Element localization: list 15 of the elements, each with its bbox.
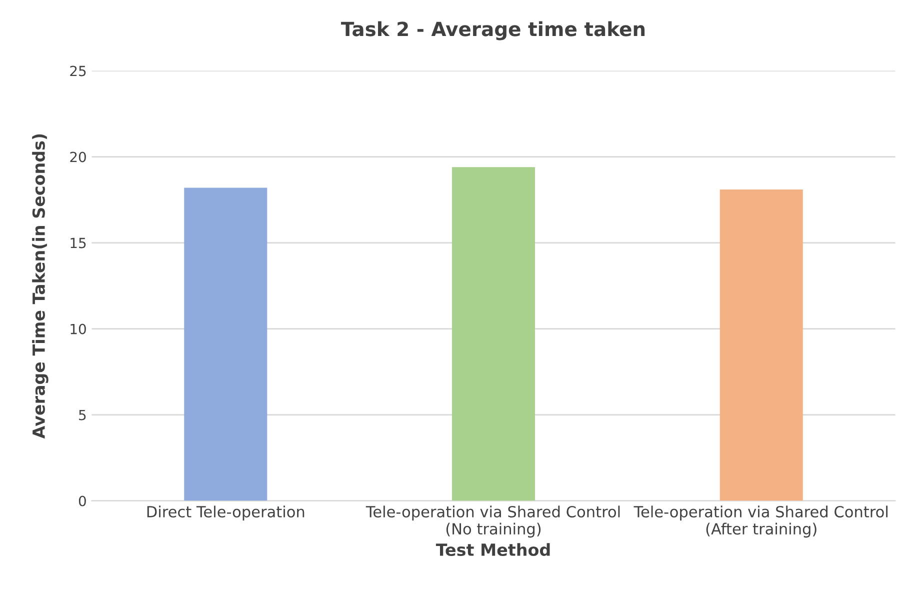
x-tick-label: Tele-operation via Shared Control (No training)	[366, 506, 620, 538]
y-tick-label: 15	[70, 238, 86, 248]
x-axis-title: Test Method	[436, 543, 550, 556]
bar	[184, 188, 268, 501]
x-tick-label: Direct Tele-operation	[147, 506, 304, 520]
bar	[452, 167, 536, 501]
y-tick-label: 20	[70, 152, 86, 162]
bar	[720, 189, 803, 501]
x-tick-label: Tele-operation via Shared Control (After training)	[634, 506, 888, 538]
y-tick-label: 5	[79, 410, 86, 420]
chart-title: Task 2 - Average time taken	[341, 21, 645, 40]
y-axis-title: Average Time Taken(in Seconds)	[32, 134, 48, 439]
y-tick-label: 0	[78, 496, 86, 506]
y-tick-label: 25	[70, 66, 86, 76]
y-tick-label: 10	[70, 324, 86, 334]
